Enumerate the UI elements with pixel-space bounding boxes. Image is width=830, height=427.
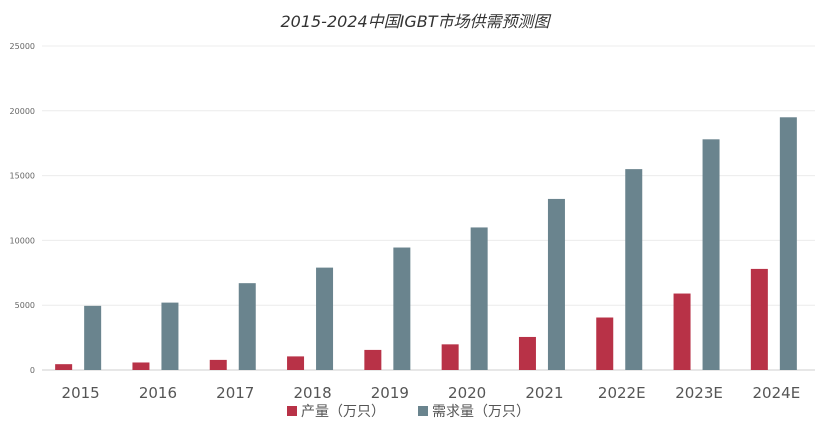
- bars: [55, 117, 797, 370]
- x-tick-label: 2022E: [598, 384, 646, 402]
- x-tick-label: 2021: [525, 384, 563, 402]
- y-axis-ticks: 0 5000 10000 15000 20000 25000: [10, 42, 35, 375]
- y-tick-label: 20000: [10, 107, 35, 116]
- x-tick-label: 2018: [293, 384, 331, 402]
- chart-title: 2015-2024中国IGBT市场供需预测图: [280, 12, 550, 31]
- bar-demand: [84, 305, 102, 370]
- bar-production: [132, 362, 150, 370]
- x-axis-ticks: 2015 2016 2017 2018 2019 2020 2021 2022E 2023E 20…: [62, 384, 801, 402]
- bar-demand: [625, 169, 643, 370]
- y-tick-label: 10000: [10, 236, 35, 245]
- x-tick-label: 2016: [139, 384, 177, 402]
- legend-swatch: [287, 406, 297, 416]
- bar-production: [209, 359, 227, 370]
- y-tick-label: 25000: [10, 42, 35, 51]
- bar-production: [673, 293, 691, 370]
- x-tick-label: 2023E: [675, 384, 723, 402]
- bar-production: [55, 364, 73, 370]
- bar-demand: [547, 198, 565, 370]
- legend-label: 产量（万只）: [301, 404, 385, 420]
- bar-demand: [238, 283, 256, 370]
- legend: 产量（万只） 需求量（万只）: [287, 404, 530, 420]
- bar-demand: [161, 302, 179, 370]
- x-tick-label: 2017: [216, 384, 254, 402]
- bar-demand: [702, 139, 720, 370]
- bar-demand: [393, 247, 411, 370]
- bar-production: [287, 356, 305, 370]
- bar-production: [364, 349, 382, 370]
- legend-swatch: [418, 406, 428, 416]
- y-tick-label: 15000: [10, 172, 35, 181]
- grid-lines: [42, 45, 815, 371]
- y-tick-label: 5000: [15, 301, 35, 310]
- x-tick-label: 2024E: [753, 384, 801, 402]
- x-tick-label: 2020: [448, 384, 486, 402]
- bar-demand: [470, 227, 488, 370]
- x-tick-label: 2015: [62, 384, 100, 402]
- y-tick-label: 0: [30, 366, 35, 375]
- bar-production: [518, 336, 536, 370]
- bar-production: [441, 344, 459, 370]
- x-tick-label: 2019: [371, 384, 409, 402]
- bar-production: [750, 268, 768, 370]
- bar-demand: [316, 267, 334, 370]
- bar-demand: [779, 117, 797, 370]
- legend-label: 需求量（万只）: [432, 404, 530, 420]
- bar-production: [596, 317, 614, 370]
